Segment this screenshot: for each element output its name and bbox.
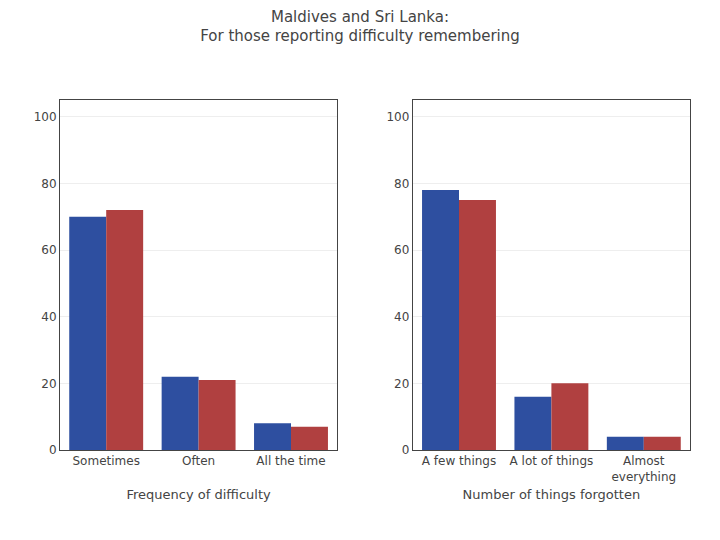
svg-text:A lot of things: A lot of things <box>510 454 594 468</box>
svg-text:Often: Often <box>182 454 215 468</box>
svg-text:Maldives and Sri Lanka:For tho: Maldives and Sri Lanka:For those reporti… <box>200 8 520 46</box>
svg-text:All the time: All the time <box>256 454 325 468</box>
svg-text:Almosteverything: Almosteverything <box>611 454 676 484</box>
svg-text:20: 20 <box>394 377 409 391</box>
svg-text:80: 80 <box>41 177 56 191</box>
svg-text:20: 20 <box>41 377 56 391</box>
svg-text:80: 80 <box>394 177 409 191</box>
svg-text:100: 100 <box>34 110 57 124</box>
svg-text:0: 0 <box>402 443 410 457</box>
svg-text:Number of things forgotten: Number of things forgotten <box>463 487 641 502</box>
svg-text:0: 0 <box>49 443 57 457</box>
svg-text:60: 60 <box>394 243 409 257</box>
svg-text:100: 100 <box>386 110 409 124</box>
svg-text:Sometimes: Sometimes <box>72 454 139 468</box>
svg-text:Frequency of difficulty: Frequency of difficulty <box>127 487 271 502</box>
svg-text:40: 40 <box>394 310 409 324</box>
svg-text:40: 40 <box>41 310 56 324</box>
svg-text:A few things: A few things <box>422 454 496 468</box>
svg-text:60: 60 <box>41 243 56 257</box>
